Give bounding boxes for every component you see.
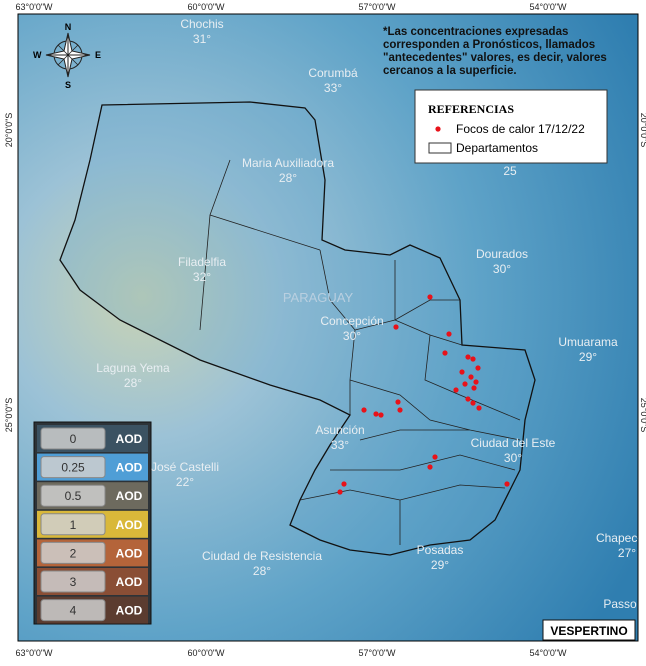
aod-unit: AOD [116,518,143,532]
place-name: José Castelli [151,460,219,474]
compass-n: N [65,22,72,32]
department-lines [199,159,521,545]
place-name: Dourados [476,247,528,261]
place-name: Filadelfia [178,255,226,269]
aod-level-box [40,541,106,564]
aod-level: 0.25 [61,461,85,475]
place-name: Chapecó [596,531,644,545]
graticule-label: 20°0'0"S [639,113,646,148]
graticule-label: 57°0'0"W [358,2,396,12]
place-temp: 29° [579,350,597,364]
graticule-label: 60°0'0"W [187,648,225,658]
place-temp: 28° [124,376,142,390]
graticule-label: 63°0'0"W [15,2,53,12]
graticule-label: 60°0'0"W [187,2,225,12]
graticule-label: 25°0'0"S [4,398,14,433]
aod-level: 3 [70,575,77,589]
note-line: corresponden a Pronósticos, llamados [383,39,595,51]
country-outline [59,101,536,556]
legend-item: Focos de calor 17/12/22 [456,122,585,136]
place-temp: 30° [504,451,522,465]
aod-level: 0.5 [65,489,82,503]
place-temp: 30° [493,262,511,276]
aod-level: 1 [70,518,77,532]
aod-scale: 0 AOD 0.25 AOD 0.5 AOD 1 AOD 2 AOD 3 AOD 4 AOD [33,421,152,625]
legend-title: REFERENCIAS [428,102,514,116]
graticule-label: 54°0'0"W [529,2,567,12]
aod-unit: AOD [116,489,143,503]
place-temp: 33° [331,438,349,452]
place-name: Posadas [417,543,464,557]
place-name: Asunción [315,423,364,437]
aod-unit: AOD [116,575,143,589]
graticule-label: 57°0'0"W [358,648,396,658]
place-name: Chochis [180,17,223,31]
place-temp: 28° [253,564,271,578]
legend-item: Departamentos [456,141,538,155]
note-line: cercanos a la superficie. [383,65,517,77]
aod-level-box [40,456,106,479]
graticule-label: 54°0'0"W [529,648,567,658]
graticule-label: 20°0'0"S [4,113,14,148]
compass-s: S [65,80,71,90]
legend: REFERENCIAS Focos de calor 17/12/22 Depa… [414,89,608,164]
place-name: Laguna Yema [96,361,170,375]
aod-level-box [40,513,106,536]
note-line: *Las concentraciones expresadas [383,26,568,38]
place-temp: 25 [503,164,517,178]
place-temp: 32° [193,270,211,284]
place-name: Concepción [320,314,383,328]
fire-points [337,294,510,495]
place-name: Ciudad del Este [471,436,556,450]
compass-e: E [95,50,101,60]
graticule-label: 63°0'0"W [15,648,53,658]
place-name: Ciudad de Resistencia [202,549,322,563]
aod-level: 0 [70,432,77,446]
aod-level: 4 [70,604,77,618]
aod-unit: AOD [116,432,143,446]
place-name: Corumbá [308,66,358,80]
graticule: 63°0'0"W 60°0'0"W 57°0'0"W 54°0'0"W 63°0'0"W… [4,2,646,658]
place-name: Passo [603,597,637,611]
aod-level-box [40,427,106,450]
aod-level-box [40,570,106,593]
place-temp: 30° [343,329,361,343]
aod-level-box [40,484,106,507]
period-label: VESPERTINO [550,624,627,638]
aod-unit: AOD [116,546,143,560]
place-name: Umuarama [558,335,618,349]
place-temp: 31° [193,32,211,46]
compass: N S E W [33,22,101,90]
place-temp: 28° [279,171,297,185]
graticule-label: 25°0'0"S [639,398,646,433]
aod-unit: AOD [116,461,143,475]
period-box [542,619,636,641]
aod-unit: AOD [116,604,143,618]
country-label: PARAGUAY [283,290,354,305]
place-name: Maria Auxiliadora [242,156,334,170]
place-temp: 27° [618,546,636,560]
place-temp: 33° [324,81,342,95]
note-line: "antecedentes" valores, es decir, valore… [383,52,607,64]
aod-level-box [40,599,106,622]
aod-level: 2 [70,546,77,560]
compass-w: W [33,50,42,60]
place-temp: 22° [176,475,194,489]
place-temp: 29° [431,558,449,572]
